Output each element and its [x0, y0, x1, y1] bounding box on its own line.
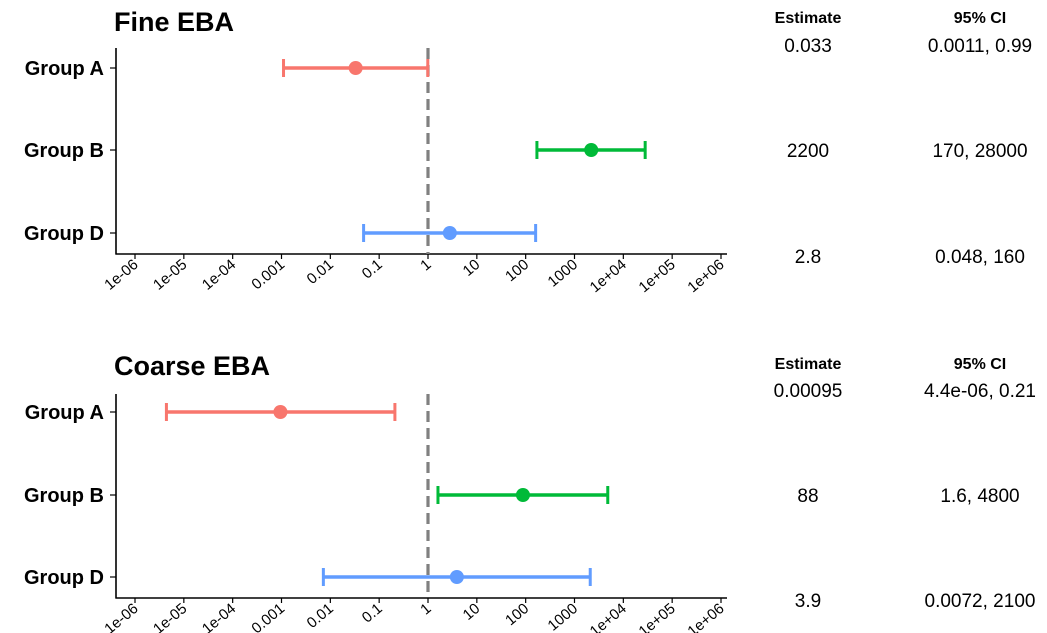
group-label-group-a: Group A: [25, 58, 104, 80]
ci-column-header: 95% CI: [954, 10, 1006, 27]
x-tick-label: 1e+06: [684, 256, 727, 296]
x-tick-label: 0.01: [304, 256, 337, 288]
estimate-column-header: Estimate: [775, 10, 842, 27]
panel-title: Fine EBA: [114, 7, 234, 37]
group-label-group-d: Group D: [24, 223, 104, 245]
x-tick-label: 10: [460, 256, 484, 280]
estimate-point-group-d: [449, 570, 464, 584]
estimate-value-group-d: 3.9: [795, 591, 821, 612]
x-tick-label: 1e-04: [199, 600, 239, 633]
ci-value-group-b: 1.6, 4800: [940, 486, 1019, 507]
x-tick-label: 1e-05: [150, 600, 190, 633]
ci-column-header: 95% CI: [954, 356, 1006, 373]
estimate-value-group-b: 2200: [787, 141, 829, 162]
x-tick-label: 0.001: [248, 256, 288, 293]
forest-panel-fine-eba: Fine EBA 1e-06 1e-05 1e-04 0.001 0.01 0.1 1 10 10…: [24, 7, 1032, 296]
estimate-value-group-d: 2.8: [795, 247, 821, 268]
estimate-column-header: Estimate: [775, 356, 842, 373]
x-tick-label: 1e+04: [587, 600, 630, 633]
x-tick-label: 1e+04: [587, 256, 630, 296]
panel-title: Coarse EBA: [114, 351, 270, 381]
x-tick-label: 0.01: [304, 600, 337, 632]
group-label-group-a: Group A: [25, 402, 104, 424]
estimate-point-group-a: [348, 61, 363, 75]
x-tick-label: 1000: [545, 600, 581, 633]
estimate-value-group-a: 0.033: [784, 36, 832, 57]
estimate-value-group-a: 0.00095: [774, 381, 843, 402]
x-tick-label: 1e-05: [150, 256, 190, 294]
estimate-point-group-b: [515, 488, 530, 502]
x-tick-label: 0.1: [359, 600, 386, 626]
x-tick-label: 10: [460, 600, 484, 624]
estimate-point-group-b: [584, 143, 599, 157]
x-tick-label: 0.1: [359, 256, 386, 282]
x-tick-label: 1e+06: [684, 600, 727, 633]
estimate-point-group-d: [442, 226, 457, 240]
x-tick-label: 100: [502, 256, 532, 285]
ci-value-group-b: 170, 28000: [932, 141, 1027, 162]
x-tick-label: 1e-04: [199, 256, 239, 294]
ci-value-group-a: 4.4e-06, 0.21: [924, 381, 1036, 402]
forest-panel-coarse-eba: Coarse EBA 1e-06 1e-05 1e-04 0.001 0.01 0.1 1 10…: [24, 351, 1036, 633]
x-tick-label: 1e+05: [636, 600, 679, 633]
group-label-group-b: Group B: [24, 140, 104, 162]
x-tick-label: 0.001: [248, 600, 288, 633]
group-label-group-b: Group B: [24, 485, 104, 507]
x-tick-label: 1: [417, 600, 434, 618]
x-tick-label: 1e-06: [101, 600, 141, 633]
estimate-point-group-a: [273, 405, 288, 419]
ci-value-group-d: 0.0072, 2100: [925, 591, 1036, 612]
x-tick-label: 100: [502, 600, 532, 629]
x-tick-label: 1e-06: [101, 256, 141, 294]
estimate-value-group-b: 88: [797, 486, 818, 507]
ci-value-group-d: 0.048, 160: [935, 247, 1025, 268]
ci-value-group-a: 0.0011, 0.99: [928, 36, 1032, 57]
group-label-group-d: Group D: [24, 567, 104, 589]
x-tick-label: 1e+05: [636, 256, 679, 296]
x-tick-label: 1000: [545, 256, 581, 290]
x-tick-label: 1: [417, 256, 434, 274]
